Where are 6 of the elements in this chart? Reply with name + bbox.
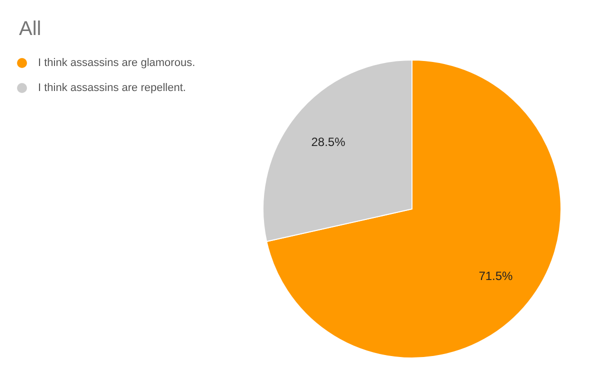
data-label: 28.5% [311,134,346,149]
chart-title: All [19,18,42,41]
legend-label: I think assassins are glamorous. [38,56,196,68]
data-label: 71.5% [478,269,514,284]
pie-slice [266,60,562,358]
legend-label: I think assassins are repellent. [38,82,186,94]
